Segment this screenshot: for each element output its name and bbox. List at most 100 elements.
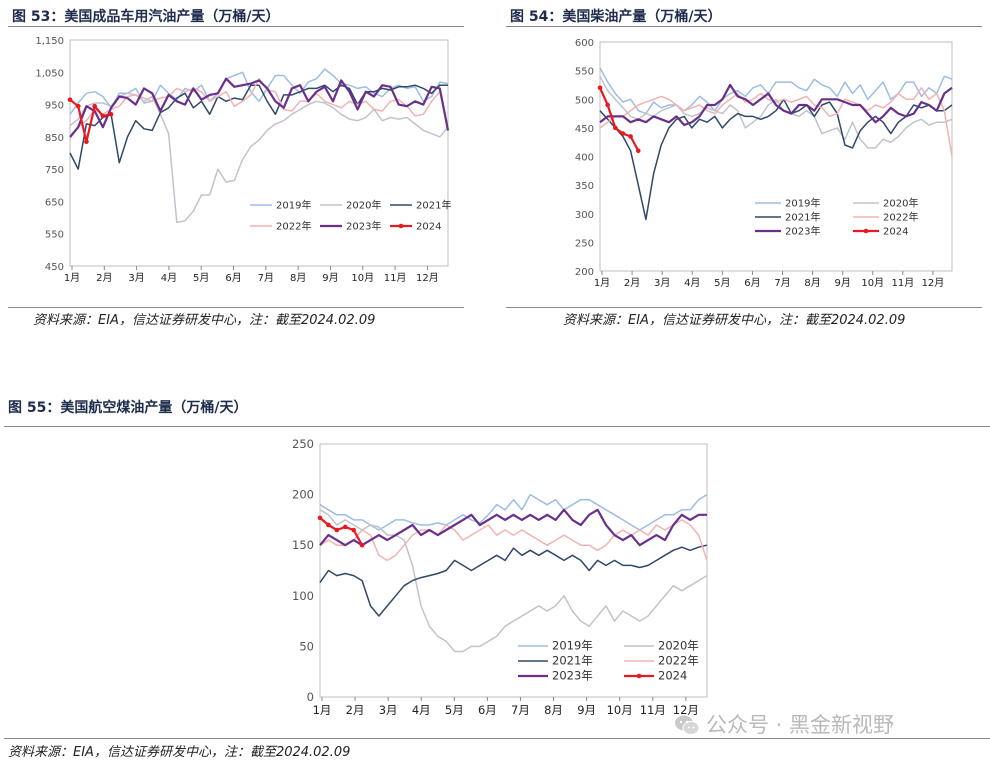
series-line-2020 <box>69 92 449 224</box>
legend-label-2022: 2022年 <box>658 654 699 668</box>
figure-53-source-rule <box>8 307 464 308</box>
x-tick-label: 6月 <box>225 272 241 284</box>
y-tick-label: 450 <box>45 262 64 273</box>
series-point-2024 <box>108 111 114 117</box>
y-tick-label: 300 <box>575 210 594 221</box>
x-tick-label: 10月 <box>607 703 633 717</box>
y-tick-label: 850 <box>45 133 64 144</box>
legend-label-2023: 2023年 <box>785 225 820 238</box>
series-point-2024 <box>317 515 323 521</box>
series-point-2024 <box>75 103 81 109</box>
legend-marker-2024 <box>863 228 869 234</box>
x-tick-label: 9月 <box>322 272 338 284</box>
x-tick-label: 2月 <box>346 703 365 717</box>
legend-label-2020: 2020年 <box>658 639 699 653</box>
series-line-2020 <box>319 509 708 653</box>
series-point-2024 <box>84 139 89 144</box>
x-tick-label: 12月 <box>673 703 699 717</box>
series-point-2024 <box>334 527 340 533</box>
y-tick-label: 200 <box>575 267 594 278</box>
x-tick-label: 2月 <box>624 277 640 289</box>
y-tick-label: 550 <box>45 230 64 241</box>
series-line-2022 <box>599 87 953 157</box>
figure-53-source: 资料来源：EIA，信达证券研发中心，注：截至2024.02.09 <box>33 313 376 328</box>
x-tick-label: 12月 <box>922 277 945 289</box>
legend-label-2021: 2021年 <box>416 199 451 212</box>
legend-label-2021: 2021年 <box>785 211 820 224</box>
y-tick-label: 950 <box>45 101 64 112</box>
figure-55-title: 图 55：美国航空煤油产量（万桶/天） <box>8 400 248 416</box>
y-tick-label: 50 <box>299 639 314 653</box>
x-tick-label: 1月 <box>64 272 80 284</box>
figure-54-title: 图 54：美国柴油产量（万桶/天） <box>510 9 722 25</box>
plot-frame <box>69 39 449 267</box>
legend-label-2021: 2021年 <box>552 654 593 668</box>
series-point-2024 <box>628 134 633 139</box>
y-tick-label: 100 <box>292 589 314 603</box>
x-tick-label: 3月 <box>654 277 670 289</box>
y-tick-label: 350 <box>575 181 594 192</box>
legend-marker-2024 <box>398 223 404 229</box>
y-tick-label: 750 <box>45 165 64 176</box>
x-tick-label: 7月 <box>774 277 790 289</box>
figure-54-source: 资料来源：EIA，信达证券研发中心，注：截至2024.02.09 <box>563 313 906 328</box>
x-tick-label: 11月 <box>891 277 914 289</box>
y-tick-label: 550 <box>575 67 594 78</box>
y-tick-label: 500 <box>575 95 594 106</box>
series-line-2019 <box>319 493 708 531</box>
x-tick-label: 6月 <box>478 703 497 717</box>
y-tick-label: 250 <box>575 238 594 249</box>
series-point-2024 <box>620 131 626 136</box>
x-tick-label: 10月 <box>351 272 374 284</box>
x-tick-label: 12月 <box>416 272 439 284</box>
y-tick-label: 400 <box>575 153 594 164</box>
jet-fuel-production-chart: 0 50 100 150 200 250 1月 2月 3月 4月 5月 6月 7月 8月 9月 10月 11月 1… <box>292 437 708 717</box>
watermark-label: 公众号 · 黑金新视野 <box>706 713 895 737</box>
legend-label-2024: 2024 <box>658 669 687 683</box>
legend-label-2020: 2020年 <box>346 199 381 212</box>
series-point-2024 <box>613 125 618 131</box>
series-line-2023 <box>69 77 450 138</box>
series-line-2021 <box>319 544 708 617</box>
figure-53-title: 图 53：美国成品车用汽油产量（万桶/天） <box>12 9 280 25</box>
x-tick-label: 7月 <box>258 272 274 284</box>
series-line-2022 <box>69 77 449 139</box>
x-tick-label: 3月 <box>379 703 398 717</box>
series-point-2024 <box>359 542 365 548</box>
x-tick-label: 7月 <box>511 703 530 717</box>
x-tick-label: 6月 <box>744 277 760 289</box>
series-point-2024 <box>635 148 641 154</box>
legend-label-2023: 2023年 <box>346 220 381 233</box>
series-line-2020 <box>599 75 953 149</box>
y-tick-label: 1,050 <box>35 68 64 79</box>
series-point-2024 <box>351 527 356 533</box>
x-tick-label: 9月 <box>834 277 850 289</box>
series-line-2021 <box>599 98 953 221</box>
x-tick-label: 8月 <box>290 272 306 284</box>
x-tick-label: 8月 <box>804 277 820 289</box>
x-tick-label: 1月 <box>313 703 332 717</box>
series-line-2024 <box>598 87 640 152</box>
x-tick-label: 10月 <box>861 277 884 289</box>
x-tick-label: 1月 <box>594 277 610 289</box>
legend-label-2023: 2023年 <box>552 669 593 683</box>
plot-frame <box>319 443 708 698</box>
series-line-2019 <box>599 67 953 115</box>
y-tick-label: 600 <box>575 38 594 49</box>
series-point-2024 <box>67 97 73 103</box>
x-tick-label: 5月 <box>445 703 464 717</box>
x-tick-label: 5月 <box>193 272 209 284</box>
figure-55-source: 资料来源：EIA，信达证券研发中心，注：截至2024.02.09 <box>8 745 351 760</box>
gasoline-production-chart: 450 550 650 750 850 950 1,050 1,150 1月 2月 3月 4月 5月 6月… <box>35 36 451 284</box>
series-line-2021 <box>69 84 448 170</box>
wechat-icon <box>675 715 700 735</box>
series-point-2024 <box>597 85 603 91</box>
series-point-2024 <box>100 113 106 119</box>
legend-label-2019: 2019年 <box>276 199 311 212</box>
legend-label-2024: 2024 <box>416 222 441 233</box>
y-tick-label: 650 <box>45 197 64 208</box>
x-tick-label: 2月 <box>96 272 112 284</box>
legend-label-2020: 2020年 <box>883 197 918 210</box>
x-tick-label: 4月 <box>684 277 700 289</box>
x-tick-label: 4月 <box>412 703 431 717</box>
